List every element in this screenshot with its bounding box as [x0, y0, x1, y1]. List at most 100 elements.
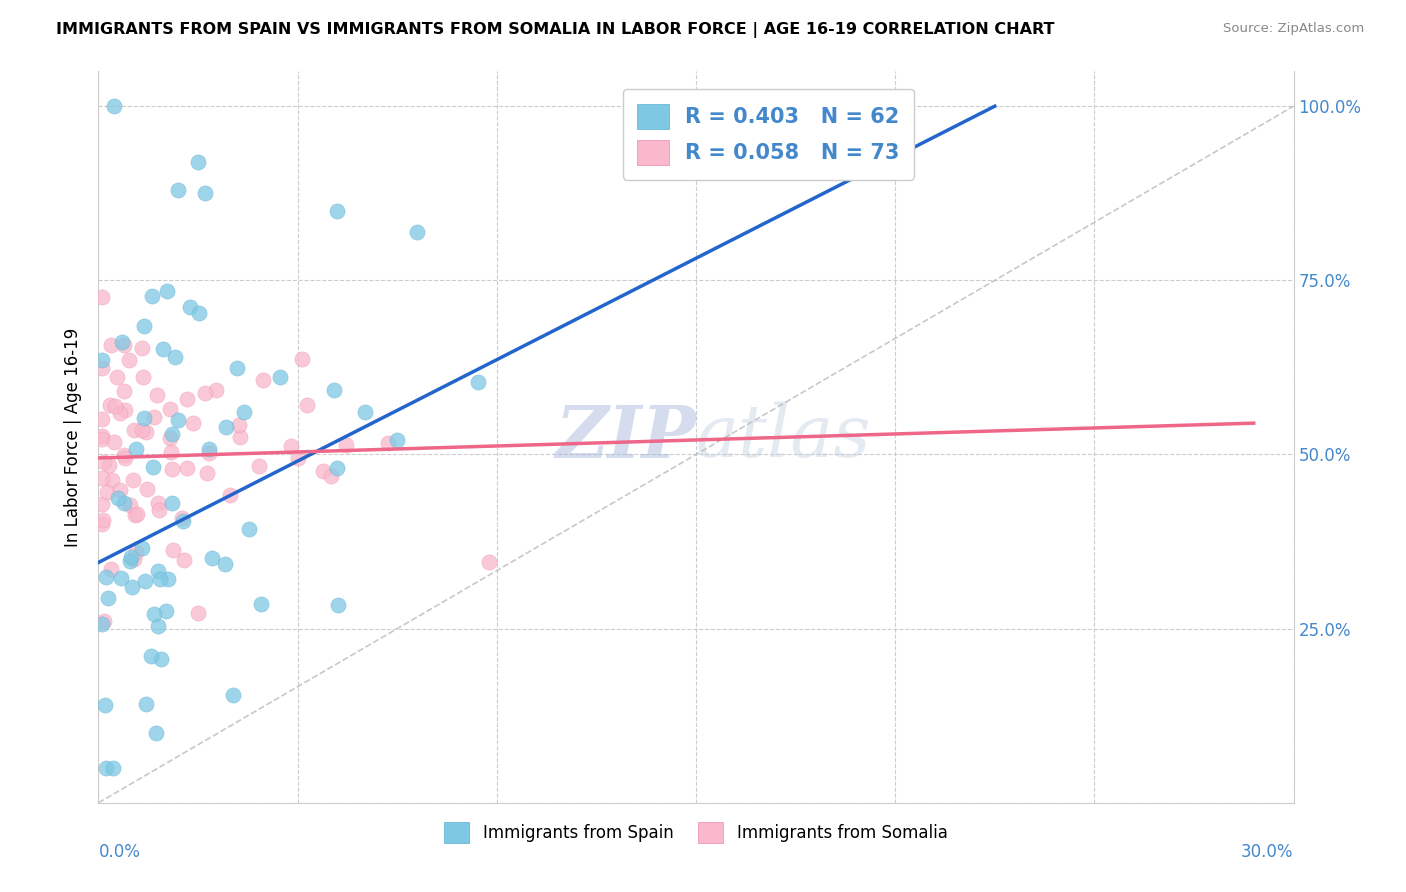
Point — [111, 334, 134, 349]
Point — [149, 572, 172, 586]
Point — [172, 511, 194, 525]
Point — [326, 203, 349, 218]
Point — [104, 400, 127, 414]
Point — [159, 431, 181, 445]
Point — [156, 284, 179, 298]
Point — [159, 445, 181, 459]
Point — [150, 652, 173, 666]
Point — [131, 423, 153, 437]
Text: IMMIGRANTS FROM SPAIN VS IMMIGRANTS FROM SOMALIA IN LABOR FORCE | AGE 16-19 CORR: IMMIGRANTS FROM SPAIN VS IMMIGRANTS FROM… — [56, 22, 1054, 38]
Point — [176, 392, 198, 407]
Point — [141, 648, 163, 663]
Point — [94, 761, 117, 775]
Point — [187, 155, 209, 169]
Point — [142, 607, 165, 621]
Point — [103, 99, 125, 113]
Point — [160, 426, 183, 441]
Point — [201, 551, 224, 566]
Point — [194, 386, 217, 401]
Point — [148, 619, 170, 633]
Point — [131, 341, 153, 355]
Point — [238, 522, 260, 536]
Point — [187, 306, 209, 320]
Point — [225, 360, 247, 375]
Point — [118, 553, 141, 567]
Point — [228, 417, 250, 432]
Point — [122, 423, 145, 437]
Point — [179, 300, 201, 314]
Point — [101, 473, 124, 487]
Point — [91, 429, 114, 443]
Point — [131, 541, 153, 556]
Point — [135, 698, 157, 712]
Point — [183, 416, 205, 430]
Point — [125, 545, 148, 559]
Point — [108, 483, 131, 497]
Point — [134, 411, 156, 425]
Point — [96, 570, 118, 584]
Point — [132, 319, 155, 334]
Point — [152, 342, 174, 356]
Point — [93, 455, 115, 469]
Point — [112, 338, 135, 352]
Point — [142, 459, 165, 474]
Point — [121, 580, 143, 594]
Text: 0.0%: 0.0% — [98, 843, 141, 861]
Point — [198, 446, 221, 460]
Point — [112, 448, 135, 462]
Point — [205, 383, 228, 397]
Point — [91, 516, 114, 531]
Point — [107, 491, 129, 505]
Point — [134, 574, 156, 588]
Point — [162, 543, 184, 558]
Point — [354, 404, 377, 418]
Point — [249, 597, 271, 611]
Point — [385, 433, 408, 447]
Point — [97, 458, 120, 472]
Text: 30.0%: 30.0% — [1241, 843, 1294, 861]
Point — [114, 403, 136, 417]
Point — [218, 488, 240, 502]
Text: atlas: atlas — [696, 401, 872, 473]
Point — [118, 353, 141, 368]
Point — [233, 405, 256, 419]
Point — [377, 435, 399, 450]
Point — [91, 617, 114, 632]
Point — [97, 591, 120, 605]
Point — [269, 370, 291, 384]
Point — [124, 508, 146, 522]
Point — [160, 496, 183, 510]
Point — [132, 370, 155, 384]
Point — [165, 350, 187, 364]
Point — [136, 482, 159, 496]
Point — [135, 425, 157, 439]
Point — [91, 361, 114, 376]
Point — [91, 497, 114, 511]
Point — [280, 439, 302, 453]
Point — [156, 572, 179, 586]
Point — [148, 565, 170, 579]
Point — [312, 464, 335, 478]
Point — [176, 460, 198, 475]
Point — [146, 496, 169, 510]
Point — [291, 351, 314, 366]
Point — [323, 383, 346, 397]
Y-axis label: In Labor Force | Age 16-19: In Labor Force | Age 16-19 — [65, 327, 83, 547]
Point — [125, 507, 148, 521]
Point — [321, 468, 343, 483]
Point — [326, 598, 349, 612]
Point — [166, 413, 188, 427]
Point — [167, 183, 190, 197]
Point — [222, 688, 245, 702]
Point — [195, 466, 218, 480]
Point — [214, 557, 236, 571]
Point — [145, 726, 167, 740]
Point — [96, 485, 118, 500]
Point — [105, 370, 128, 384]
Point — [100, 562, 122, 576]
Point — [160, 462, 183, 476]
Point — [252, 373, 274, 387]
Point — [110, 571, 132, 585]
Point — [103, 435, 125, 450]
Point — [142, 410, 165, 425]
